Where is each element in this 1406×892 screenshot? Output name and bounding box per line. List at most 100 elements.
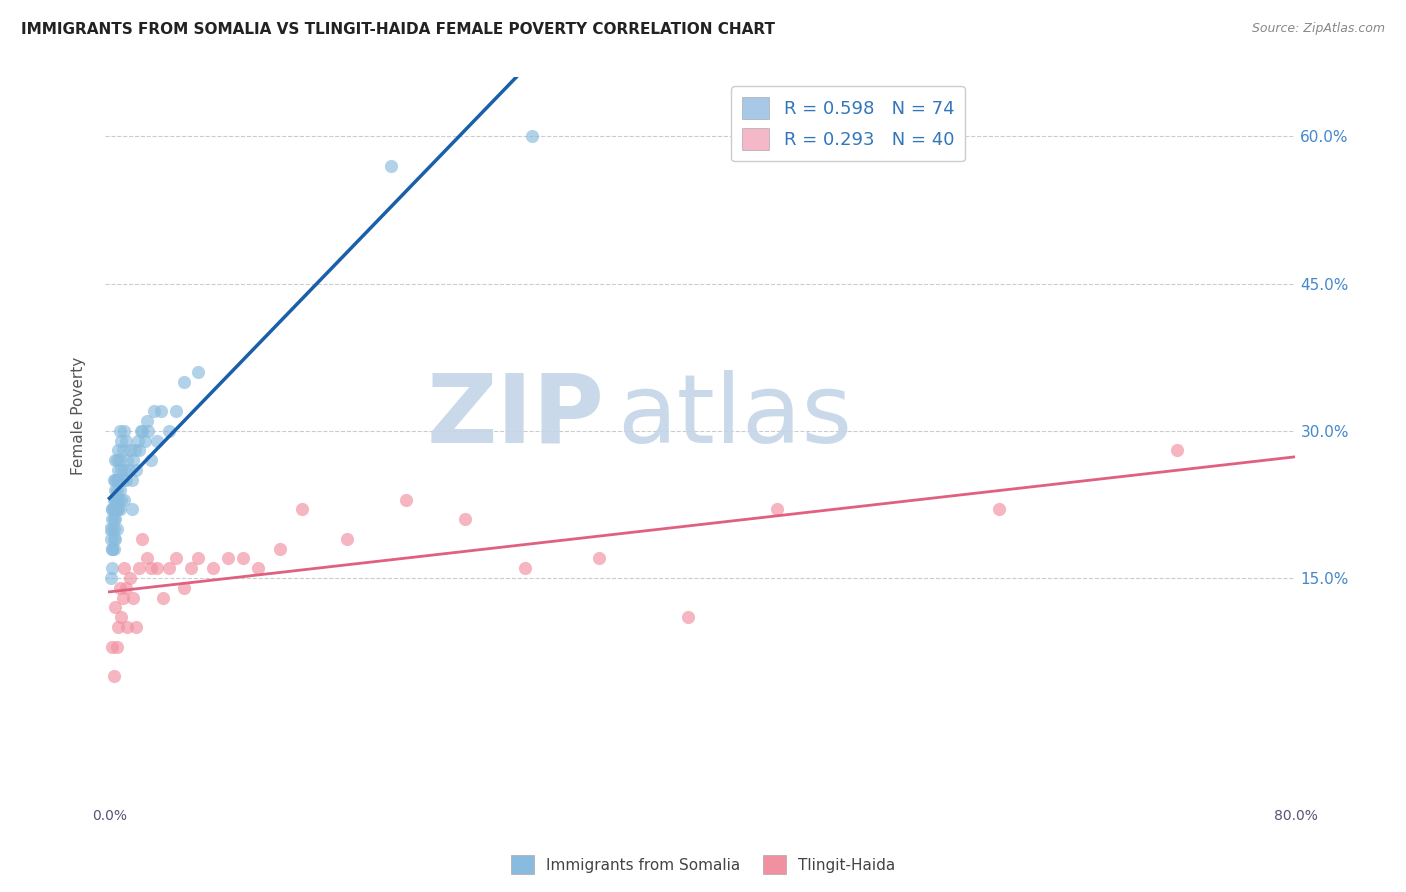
Point	[104, 492, 127, 507]
Point	[108, 502, 131, 516]
Point	[122, 453, 145, 467]
Point	[112, 492, 135, 507]
Point	[111, 443, 134, 458]
Legend: R = 0.598   N = 74, R = 0.293   N = 40: R = 0.598 N = 74, R = 0.293 N = 40	[731, 87, 965, 161]
Point	[157, 561, 180, 575]
Point	[101, 561, 124, 575]
Text: 80.0%: 80.0%	[1274, 809, 1317, 822]
Point	[146, 561, 169, 575]
Point	[127, 434, 149, 448]
Point	[173, 375, 195, 389]
Point	[454, 512, 477, 526]
Point	[110, 434, 132, 448]
Point	[139, 453, 162, 467]
Point	[101, 522, 124, 536]
Point	[135, 414, 157, 428]
Point	[146, 434, 169, 448]
Point	[125, 620, 148, 634]
Point	[103, 669, 125, 683]
Point	[165, 404, 187, 418]
Point	[110, 492, 132, 507]
Text: atlas: atlas	[617, 369, 852, 463]
Point	[131, 532, 153, 546]
Point	[103, 502, 125, 516]
Point	[114, 434, 136, 448]
Point	[108, 483, 131, 497]
Point	[100, 512, 122, 526]
Point	[122, 591, 145, 605]
Point	[104, 453, 127, 467]
Point	[676, 610, 699, 624]
Point	[107, 443, 129, 458]
Point	[104, 532, 127, 546]
Point	[105, 640, 128, 654]
Point	[105, 453, 128, 467]
Point	[125, 463, 148, 477]
Point	[111, 591, 134, 605]
Point	[103, 532, 125, 546]
Point	[134, 434, 156, 448]
Point	[103, 473, 125, 487]
Point	[121, 502, 143, 516]
Point	[103, 512, 125, 526]
Point	[187, 365, 209, 379]
Point	[115, 620, 138, 634]
Point	[118, 463, 141, 477]
Point	[111, 473, 134, 487]
Point	[105, 473, 128, 487]
Point	[107, 463, 129, 477]
Point	[110, 610, 132, 624]
Point	[291, 502, 314, 516]
Point	[152, 591, 174, 605]
Point	[217, 551, 239, 566]
Point	[588, 551, 610, 566]
Point	[269, 541, 291, 556]
Point	[104, 502, 127, 516]
Point	[103, 541, 125, 556]
Point	[104, 512, 127, 526]
Point	[112, 561, 135, 575]
Point	[150, 404, 173, 418]
Point	[131, 424, 153, 438]
Point	[380, 159, 402, 173]
Text: ZIP: ZIP	[427, 369, 605, 463]
Point	[100, 571, 122, 585]
Point	[101, 541, 124, 556]
Text: IMMIGRANTS FROM SOMALIA VS TLINGIT-HAIDA FEMALE POVERTY CORRELATION CHART: IMMIGRANTS FROM SOMALIA VS TLINGIT-HAIDA…	[21, 22, 775, 37]
Point	[136, 424, 159, 438]
Point	[336, 532, 359, 546]
Point	[142, 404, 165, 418]
Point	[108, 581, 131, 595]
Y-axis label: Female Poverty: Female Poverty	[72, 357, 86, 475]
Point	[101, 640, 124, 654]
Point	[107, 473, 129, 487]
Point	[139, 561, 162, 575]
Point	[103, 522, 125, 536]
Point	[121, 473, 143, 487]
Point	[120, 443, 142, 458]
Point	[104, 600, 127, 615]
Point	[105, 502, 128, 516]
Point	[105, 522, 128, 536]
Point	[520, 129, 543, 144]
Point	[103, 492, 125, 507]
Point	[128, 443, 150, 458]
Point	[104, 483, 127, 497]
Point	[114, 581, 136, 595]
Point	[765, 502, 787, 516]
Point	[104, 473, 127, 487]
Point	[395, 492, 418, 507]
Point	[120, 571, 142, 585]
Point	[173, 581, 195, 595]
Point	[246, 561, 269, 575]
Point	[105, 483, 128, 497]
Point	[108, 424, 131, 438]
Text: Source: ZipAtlas.com: Source: ZipAtlas.com	[1251, 22, 1385, 36]
Point	[98, 522, 121, 536]
Point	[513, 561, 536, 575]
Point	[187, 551, 209, 566]
Point	[157, 424, 180, 438]
Point	[128, 561, 150, 575]
Point	[112, 424, 135, 438]
Point	[110, 463, 132, 477]
